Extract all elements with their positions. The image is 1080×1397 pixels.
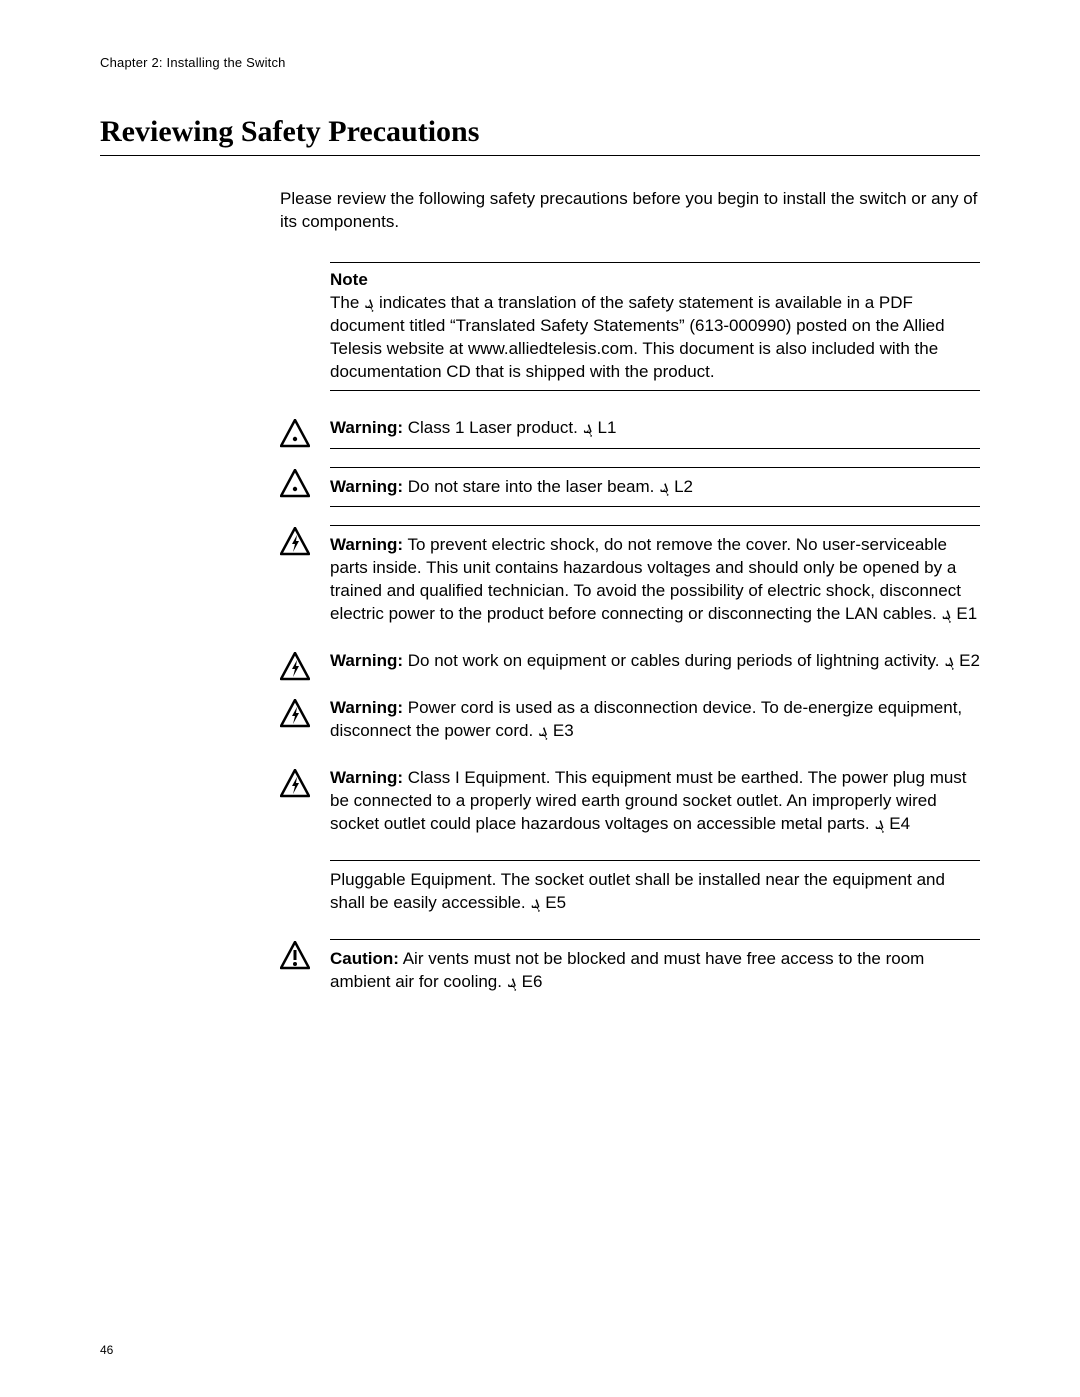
script-glyph-icon: ܔ [583,420,593,437]
warning-label: Warning: [330,477,403,496]
warning-block: Warning: To prevent electric shock, do n… [280,525,980,644]
warning-body: Do not stare into the laser beam. [403,477,659,496]
warning-text: Warning: Power cord is used as a disconn… [330,697,980,743]
script-glyph-icon: ܔ [530,895,540,912]
warning-code: E5 [541,893,567,912]
chapter-header: Chapter 2: Installing the Switch [100,55,980,70]
warning-text-column: Warning: Class 1 Laser product. ܔ L1 [330,417,980,461]
warning-label: Warning: [330,698,403,717]
warning-icon-column [280,767,312,799]
warning-code: E2 [954,651,980,670]
warning-text-column: Warning: Class I Equipment. This equipme… [330,767,980,854]
warning-block: Caution: Air vents must not be blocked a… [280,939,980,1012]
note-post: indicates that a translation of the safe… [330,293,945,381]
script-glyph-icon: ܔ [659,479,669,496]
warning-icon-column [280,650,312,682]
script-glyph-icon: ܔ [538,723,548,740]
warning-triangle-icon [280,652,310,682]
warning-block: Warning: Class 1 Laser product. ܔ L1 [280,417,980,461]
warning-rule-top [330,525,980,526]
script-glyph-icon: ܔ [941,606,951,623]
warning-code: L2 [669,477,693,496]
document-page: Chapter 2: Installing the Switch Reviewi… [0,0,1080,1397]
warning-text-column: Warning: Power cord is used as a disconn… [330,697,980,761]
warnings-container: Warning: Class 1 Laser product. ܔ L1Warn… [280,417,980,1012]
warning-spacer [330,836,980,854]
warning-text: Caution: Air vents must not be blocked a… [330,948,980,994]
warning-icon-column [280,467,312,499]
script-glyph-icon: ܔ [944,653,954,670]
warning-icon-column [280,860,312,862]
warning-spacer [330,743,980,761]
warning-text-column: Warning: Do not work on equipment or cab… [330,650,980,691]
warning-spacer [330,915,980,933]
note-pre: The [330,293,364,312]
script-glyph-icon: ܔ [874,816,884,833]
warning-code: L1 [593,418,617,437]
warning-text: Warning: Class 1 Laser product. ܔ L1 [330,417,980,440]
warning-spacer [330,626,980,644]
warning-spacer [330,673,980,691]
warning-triangle-icon [280,941,310,971]
warning-block: Warning: Do not stare into the laser bea… [280,467,980,520]
note-rule-bottom [330,390,980,391]
warning-block: Warning: Do not work on equipment or cab… [280,650,980,691]
warning-text: Warning: Do not stare into the laser bea… [330,476,980,499]
warning-block: Warning: Class I Equipment. This equipme… [280,767,980,854]
warning-label: Warning: [330,651,403,670]
warning-icon-column [280,525,312,557]
script-glyph-icon: ܔ [507,974,517,991]
warning-triangle-icon [280,527,310,557]
warning-code: E4 [885,814,911,833]
warning-icon-column [280,939,312,971]
warning-block: Warning: Power cord is used as a disconn… [280,697,980,761]
warning-icon-column [280,697,312,729]
warning-text: Pluggable Equipment. The socket outlet s… [330,869,980,915]
warning-body: Pluggable Equipment. The socket outlet s… [330,870,945,912]
warning-triangle-icon [280,699,310,729]
section-title: Reviewing Safety Precautions [100,115,980,149]
note-title: Note [330,270,368,289]
warning-text-column: Pluggable Equipment. The socket outlet s… [330,860,980,933]
title-rule [100,155,980,156]
warning-label: Warning: [330,768,403,787]
warning-spacer [330,994,980,1012]
intro-paragraph: Please review the following safety preca… [280,188,980,234]
warning-rule-bottom [330,506,980,507]
warning-label: Warning: [330,535,403,554]
warning-text: Warning: Class I Equipment. This equipme… [330,767,980,836]
warning-body: Air vents must not be blocked and must h… [330,949,924,991]
warning-code: E3 [548,721,574,740]
warning-rule-top [330,860,980,861]
warning-triangle-icon [280,469,310,499]
warning-body: Class I Equipment. This equipment must b… [330,768,967,833]
warning-text-column: Warning: Do not stare into the laser bea… [330,467,980,520]
warning-body: Class 1 Laser product. [403,418,583,437]
warning-code: E1 [952,604,978,623]
warning-icon-column [280,417,312,449]
warning-rule-top [330,467,980,468]
warning-body: Do not work on equipment or cables durin… [403,651,944,670]
warning-body: Power cord is used as a disconnection de… [330,698,962,740]
warning-label: Caution: [330,949,399,968]
warning-rule-bottom [330,448,980,449]
content-blocks: Note The ܔ indicates that a translation … [280,262,980,1012]
warning-triangle-icon [280,769,310,799]
script-glyph-icon: ܔ [364,295,374,312]
note-rule-top [330,262,980,263]
warning-text: Warning: To prevent electric shock, do n… [330,534,980,626]
warning-code: E6 [517,972,543,991]
warning-text-column: Caution: Air vents must not be blocked a… [330,939,980,1012]
page-number: 46 [100,1343,113,1357]
warning-text-column: Warning: To prevent electric shock, do n… [330,525,980,644]
warning-label: Warning: [330,418,403,437]
warning-triangle-icon [280,419,310,449]
warning-block: Pluggable Equipment. The socket outlet s… [280,860,980,933]
warning-body: To prevent electric shock, do not remove… [330,535,961,623]
note-block: Note The ܔ indicates that a translation … [330,262,980,391]
warning-rule-top [330,939,980,940]
warning-text: Warning: Do not work on equipment or cab… [330,650,980,673]
